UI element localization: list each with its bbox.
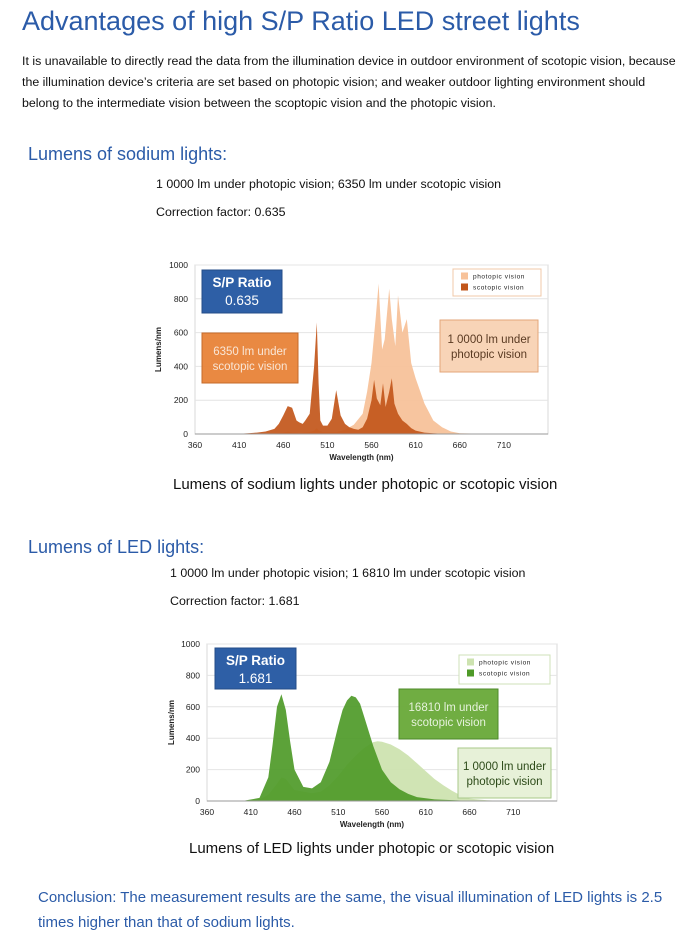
led-caption: Lumens of LED lights under photopic or s… [189, 840, 555, 857]
x-tick-label: 710 [497, 440, 511, 450]
series-area-scotopic-vision [242, 694, 505, 801]
x-tick-label: 360 [200, 807, 214, 817]
led-factor-line: Correction factor: 1.681 [170, 594, 300, 608]
sp-ratio-value: 1.681 [239, 671, 273, 686]
y-axis-title: Lumens/nm [154, 327, 163, 372]
legend-swatch-photopic-vision [461, 272, 468, 280]
annotation-box [398, 688, 499, 740]
x-tick-label: 360 [188, 440, 202, 450]
legend-swatch-photopic-vision [467, 658, 474, 666]
y-tick-label: 600 [174, 328, 188, 338]
legend-label-scotopic-vision: scotopic vision [479, 671, 530, 678]
x-tick-label: 560 [375, 807, 389, 817]
x-tick-label: 660 [453, 440, 467, 450]
x-tick-label: 460 [276, 440, 290, 450]
y-tick-label: 0 [183, 429, 188, 439]
x-tick-label: 560 [364, 440, 378, 450]
x-tick-label: 610 [409, 440, 423, 450]
annotation-line: scotopic vision [213, 361, 288, 373]
annotation-line: photopic vision [466, 776, 542, 788]
sp-ratio-label: S/P Ratio [226, 653, 285, 668]
conclusion-text: Conclusion: The measurement results are … [38, 889, 663, 931]
annotation-line: scotopic vision [411, 717, 486, 729]
x-tick-label: 460 [287, 807, 301, 817]
page-title: Advantages of high S/P Ratio LED street … [22, 6, 580, 36]
y-tick-label: 400 [174, 361, 188, 371]
sodium-lumens-line: 1 0000 lm under photopic vision; 6350 lm… [156, 177, 502, 191]
sp-ratio-value: 0.635 [225, 293, 259, 308]
y-tick-label: 400 [186, 733, 200, 743]
y-tick-label: 200 [174, 395, 188, 405]
x-tick-label: 410 [232, 440, 246, 450]
annotation-box [457, 747, 552, 799]
legend-label-scotopic-vision: scotopic vision [473, 285, 524, 292]
annotation-box [439, 319, 539, 373]
x-axis-title: Wavelength (nm) [329, 453, 393, 462]
sp-ratio-box [214, 647, 297, 690]
legend-swatch-scotopic-vision [461, 283, 468, 291]
legend-label-photopic-vision: photopic vision [473, 274, 525, 281]
intro-paragraph: It is unavailable to directly read the d… [22, 54, 676, 110]
x-tick-label: 710 [506, 807, 520, 817]
legend-swatch-scotopic-vision [467, 669, 474, 677]
sodium-caption: Lumens of sodium lights under photopic o… [173, 476, 558, 493]
x-tick-label: 510 [331, 807, 345, 817]
annotation-line: 6350 lm under [213, 346, 287, 358]
y-tick-label: 800 [174, 294, 188, 304]
sodium-factor-line: Correction factor: 0.635 [156, 205, 286, 219]
led-lumens-line: 1 0000 lm under photopic vision; 1 6810 … [170, 566, 526, 580]
x-tick-label: 660 [462, 807, 476, 817]
sodium-chart: 0 200 400 600 800 1000 360 410 460 510 560 610 660 71… [154, 262, 549, 462]
y-axis-title: Lumens/nm [167, 700, 176, 745]
x-tick-label: 510 [320, 440, 334, 450]
legend-label-photopic-vision: photopic vision [479, 660, 531, 667]
sp-ratio-label: S/P Ratio [212, 275, 271, 290]
y-tick-label: 1000 [181, 641, 200, 649]
annotation-line: photopic vision [451, 349, 527, 361]
sp-ratio-box [201, 269, 283, 314]
led-heading: Lumens of LED lights: [28, 537, 205, 557]
x-tick-label: 410 [244, 807, 258, 817]
y-tick-label: 800 [186, 670, 200, 680]
legend-box [458, 654, 551, 685]
y-tick-label: 600 [186, 702, 200, 712]
annotation-box [201, 332, 299, 384]
y-tick-label: 1000 [169, 262, 188, 270]
x-tick-label: 610 [419, 807, 433, 817]
x-axis-title: Wavelength (nm) [340, 820, 404, 829]
sodium-heading: Lumens of sodium lights: [28, 144, 228, 164]
annotation-line: 1 0000 lm under [447, 334, 530, 346]
annotation-line: 16810 lm under [409, 702, 489, 714]
y-tick-label: 200 [186, 765, 200, 775]
y-tick-label: 0 [195, 796, 200, 806]
annotation-line: 1 0000 lm under [463, 761, 546, 773]
led-chart: 0 200 400 600 800 1000 360 410 460 510 560 610 660 71… [167, 641, 558, 829]
